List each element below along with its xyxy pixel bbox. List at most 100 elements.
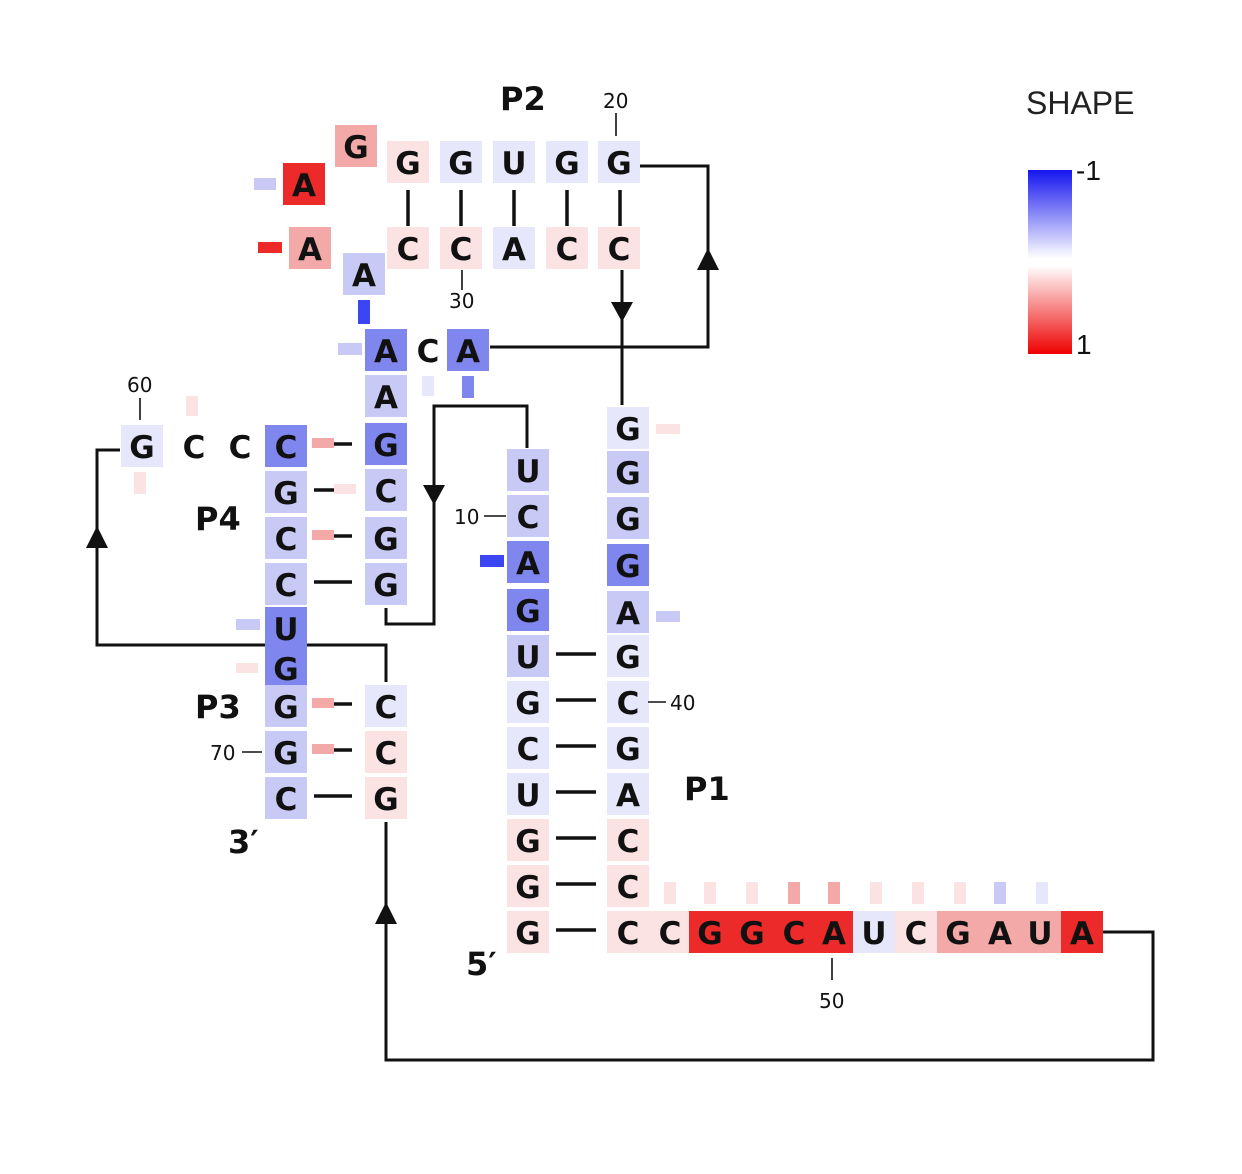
nucleotide-letter: C [275, 782, 298, 818]
nucleotide-box [365, 375, 407, 417]
helix-label-p3: P3 [195, 688, 241, 726]
nucleotide-letter: C [450, 232, 473, 268]
connector-tail-to-p3 [384, 822, 1155, 1062]
nucleotide-letter: G [395, 146, 420, 182]
nucleotide-box [853, 911, 895, 953]
backbone-connectors [86, 164, 1155, 1062]
nucleotide-box [607, 635, 649, 677]
nucleotide-letter: G [615, 549, 640, 585]
nucleotide-box [265, 471, 307, 513]
reactivity-bar [312, 698, 334, 708]
nucleotide: G [365, 777, 407, 819]
nucleotide-box [507, 819, 549, 861]
nucleotide: G [598, 141, 640, 183]
nucleotide-box [365, 517, 407, 559]
nucleotide-letter: A [502, 232, 526, 268]
nucleotide-box [546, 141, 588, 183]
nucleotide-box [895, 911, 937, 953]
nucleotide-letter: G [273, 736, 298, 772]
reactivity-bar [788, 882, 800, 904]
nucleotide-box [265, 425, 307, 467]
nucleotide: G [265, 731, 307, 773]
legend-max-label: -1 [1076, 155, 1101, 186]
nucleotide-box [365, 731, 407, 773]
nucleotide: G [507, 911, 549, 953]
reactivity-bar [134, 472, 146, 494]
reactivity-bar [236, 663, 258, 673]
nucleotide-box [440, 227, 482, 269]
nucleotide: G [365, 517, 407, 559]
nucleotide-letter: U [273, 612, 298, 648]
nucleotide: U [507, 449, 549, 491]
nucleotide-box [649, 911, 691, 953]
reactivity-bar [656, 424, 680, 434]
reactivity-bar [338, 343, 362, 355]
nucleotide-box [507, 911, 549, 953]
nucleotide-box [121, 425, 163, 467]
helix-label-p2: P2 [500, 80, 546, 118]
nucleotide-box [365, 423, 407, 465]
nucleotide: G [607, 451, 649, 493]
nucleotide-box [365, 777, 407, 819]
reactivity-bar [422, 376, 434, 396]
nucleotide: A [365, 329, 407, 371]
nucleotide-letter: C [375, 736, 398, 772]
nucleotide-letter: A [616, 778, 640, 814]
reactivity-bar [912, 882, 924, 904]
nucleotide-letter: C [375, 474, 398, 510]
marker-70: 70 [210, 741, 235, 765]
reactivity-bar [312, 438, 334, 448]
nucleotide-box [607, 451, 649, 493]
nucleotide: G [937, 911, 979, 953]
nucleotide-letter: C [417, 334, 440, 370]
nucleotide: G [546, 141, 588, 183]
nucleotide-box [607, 681, 649, 723]
nucleotide: G [365, 563, 407, 605]
nucleotide: G [607, 497, 649, 539]
nucleotide: G [335, 125, 377, 167]
nucleotide: G [607, 544, 649, 586]
nucleotide-letter: C [617, 824, 640, 860]
nucleotide: C [265, 563, 307, 605]
nucleotide: C [607, 681, 649, 723]
legend-title: SHAPE [1026, 85, 1134, 121]
nucleotide: C [649, 911, 691, 953]
nucleotide-letter: A [988, 916, 1012, 952]
nucleotide-box [607, 773, 649, 815]
nucleotide: C [607, 911, 649, 953]
nucleotide-letter: G [273, 652, 298, 688]
nucleotide: C [265, 425, 307, 467]
nucleotide-box [283, 163, 325, 205]
nucleotide: G [387, 141, 429, 183]
nucleotide: C [265, 517, 307, 559]
nucleotide-letter: G [373, 522, 398, 558]
nucleotide-box [493, 227, 535, 269]
nucleotide-letter: C [608, 232, 631, 268]
nucleotide-letter: G [515, 594, 540, 630]
nucleotide-box [265, 647, 307, 689]
nucleotide-box [507, 681, 549, 723]
nucleotide: A [343, 253, 385, 295]
reactivity-bar [236, 619, 260, 630]
nucleotide-letter: G [615, 732, 640, 768]
nucleotide-box [937, 911, 979, 953]
nucleotide: A [289, 227, 331, 269]
nucleotide-box [773, 911, 815, 953]
nucleotide: A [507, 541, 549, 583]
nucleotide-letter: A [374, 380, 398, 416]
nucleotide-box [387, 227, 429, 269]
nucleotide: C [387, 227, 429, 269]
nucleotide-letter: C [517, 732, 540, 768]
nucleotide-box [607, 544, 649, 586]
nucleotide: U [507, 635, 549, 677]
nucleotide-letter: C [517, 500, 540, 536]
nucleotide-letter: A [516, 546, 540, 582]
reactivity-bar [462, 376, 474, 398]
nucleotide-letter: G [615, 456, 640, 492]
nucleotide: C [607, 819, 649, 861]
helix-label-p4: P4 [195, 500, 241, 538]
nucleotide-letter: G [448, 146, 473, 182]
reactivity-bar [954, 882, 966, 904]
nucleotide-letter: A [352, 258, 376, 294]
